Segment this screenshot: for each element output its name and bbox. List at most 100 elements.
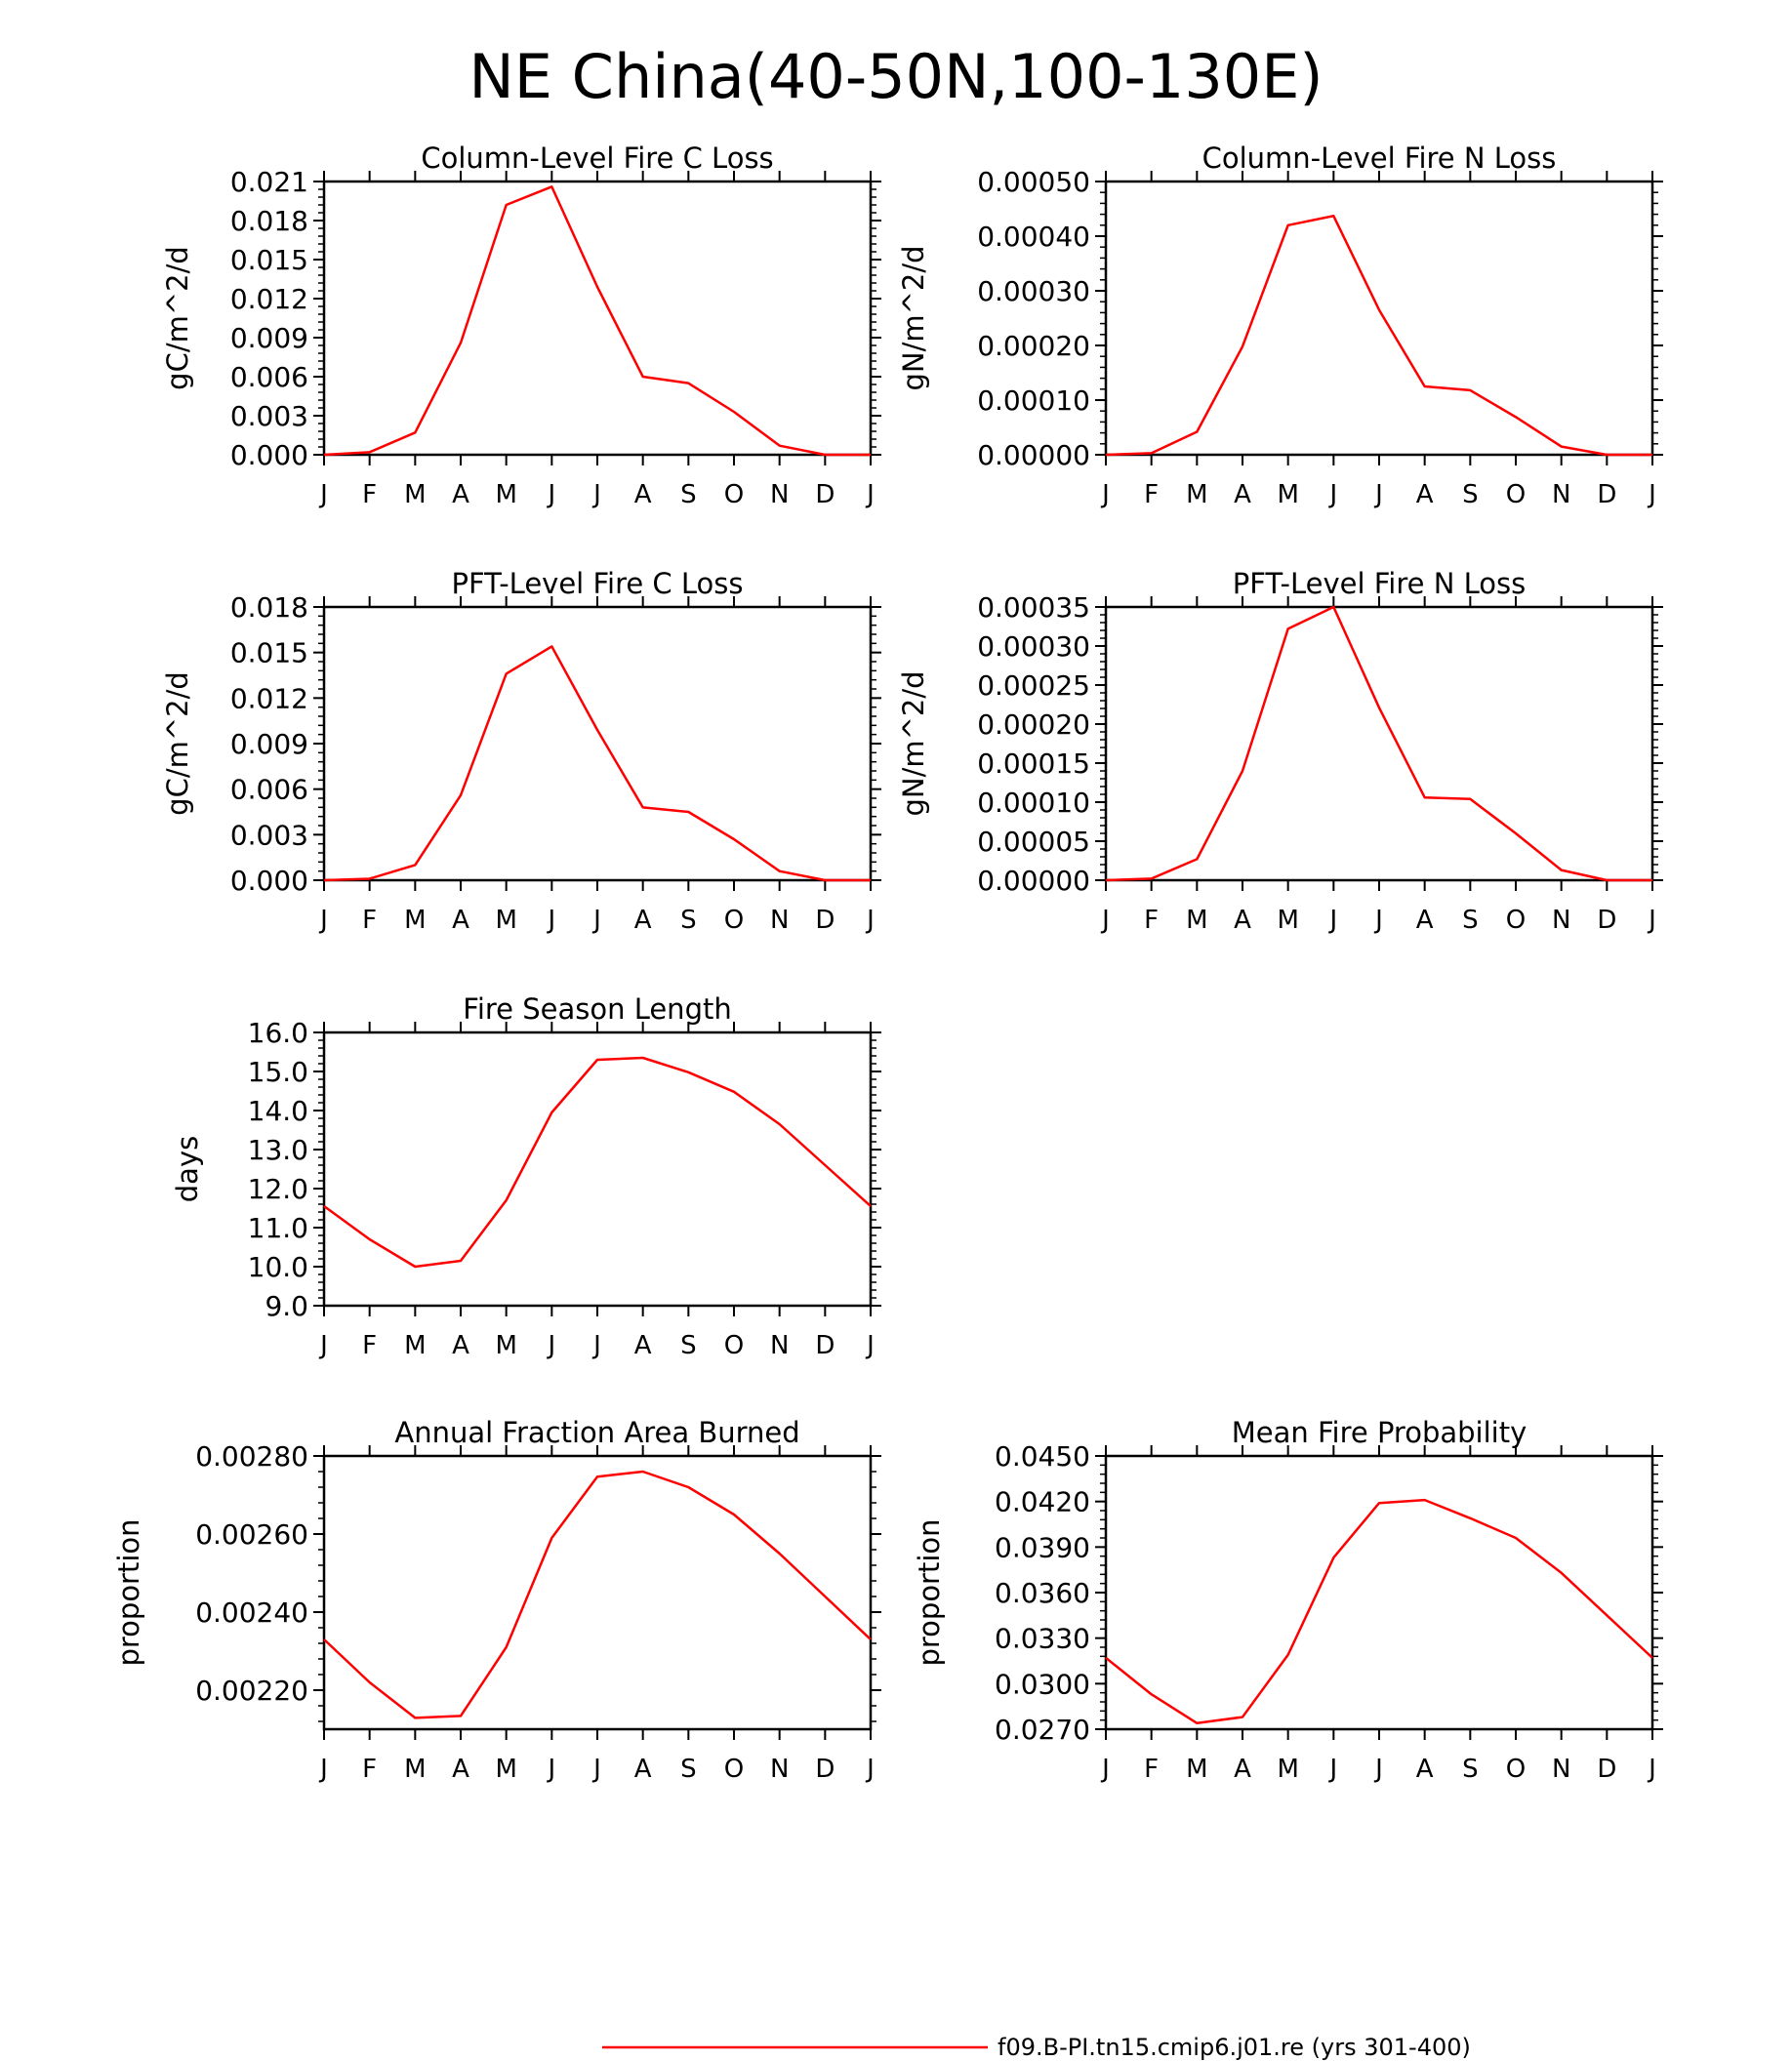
data-point <box>732 837 736 841</box>
chart-panel: J F M A M J J A S O N D J0.000000.000050.000100.0001… <box>897 567 1663 935</box>
figure-title: NE China(40-50N,100-130E) <box>468 41 1323 112</box>
x-tick-label: S <box>680 480 697 509</box>
data-point <box>686 382 690 385</box>
x-tick-label: J <box>591 480 601 509</box>
data-point <box>368 876 372 880</box>
x-tick-label: N <box>770 1331 789 1360</box>
data-point <box>595 1058 599 1062</box>
x-tick-label: F <box>362 1755 377 1784</box>
data-point <box>595 1475 599 1478</box>
y-tick-label: 0.00280 <box>195 1440 308 1473</box>
plot-frame <box>322 1454 873 1731</box>
y-tick-label: 0.012 <box>230 283 308 315</box>
y-tick-label: 0.00015 <box>977 748 1090 780</box>
x-tick-label: M <box>495 1755 516 1784</box>
x-tick-label: J <box>1100 906 1110 935</box>
y-tick-label: 0.009 <box>230 322 308 354</box>
data-point <box>1104 453 1108 457</box>
x-tick-label: J <box>546 480 555 509</box>
x-tick-label: J <box>1373 1755 1383 1784</box>
x-tick-label: F <box>362 1331 377 1360</box>
legend: f09.B-PI.tn15.cmip6.j01.re (yrs 301-400) <box>602 2034 1471 2061</box>
y-tick-label: 0.00010 <box>977 384 1090 417</box>
y-tick-label: 0.00040 <box>977 221 1090 253</box>
data-point <box>1423 795 1427 799</box>
y-tick-label: 0.0270 <box>995 1714 1090 1746</box>
data-point <box>641 375 645 379</box>
data-point <box>869 878 873 882</box>
x-tick-label: M <box>495 1331 516 1360</box>
x-tick-label: A <box>452 1755 469 1784</box>
x-tick-label: D <box>815 1755 835 1784</box>
chart-panel: J F M A M J J A S O N D J0.0000.0030.0060.0090.0120.… <box>161 567 881 935</box>
data-point <box>1560 445 1564 449</box>
y-axis-label: proportion <box>112 1518 145 1666</box>
data-point <box>322 878 326 882</box>
data-point <box>823 878 827 882</box>
y-tick-label: 11.0 <box>248 1212 308 1244</box>
y-tick-label: 0.018 <box>230 591 308 624</box>
data-point <box>869 453 873 457</box>
x-tick-label: N <box>1552 1755 1570 1784</box>
data-point <box>1331 214 1335 218</box>
data-point <box>595 285 599 289</box>
y-tick-label: 0.00000 <box>977 865 1090 897</box>
y-tick-label: 0.00020 <box>977 330 1090 362</box>
y-tick-label: 12.0 <box>248 1173 308 1205</box>
data-point <box>1241 1716 1244 1719</box>
x-tick-label: N <box>770 480 789 509</box>
data-point <box>823 1595 827 1598</box>
x-tick-label: J <box>318 1755 328 1784</box>
data-point <box>595 728 599 732</box>
chart-panel: J F M A M J J A S O N D J0.0000.0030.0060.0090.0120.… <box>161 141 881 509</box>
data-point <box>1650 878 1654 882</box>
y-axis-label: gN/m^2/d <box>897 245 930 390</box>
y-tick-label: 0.0420 <box>995 1486 1090 1518</box>
data-point <box>1331 1556 1335 1559</box>
x-tick-label: M <box>495 906 516 935</box>
x-tick-label: A <box>452 1331 469 1360</box>
x-tick-label: J <box>318 906 328 935</box>
x-tick-label: A <box>1416 480 1434 509</box>
x-tick-label: J <box>865 1755 875 1784</box>
data-point <box>732 1090 736 1094</box>
y-tick-label: 0.003 <box>230 819 308 851</box>
panel-title: Mean Fire Probability <box>1232 1416 1527 1449</box>
data-point <box>641 1056 645 1060</box>
x-tick-label: J <box>546 1755 555 1784</box>
y-tick-label: 0.003 <box>230 400 308 432</box>
x-tick-label: N <box>1552 480 1570 509</box>
data-point <box>550 184 553 188</box>
data-point <box>641 1470 645 1474</box>
x-tick-label: J <box>865 1331 875 1360</box>
x-tick-label: A <box>634 906 652 935</box>
data-point <box>869 1637 873 1641</box>
x-tick-label: J <box>1327 480 1337 509</box>
data-point <box>686 1485 690 1489</box>
x-tick-label: N <box>1552 906 1570 935</box>
data-point <box>778 869 782 873</box>
data-point <box>1150 876 1154 880</box>
x-tick-label: D <box>1597 1755 1616 1784</box>
data-point <box>1377 308 1381 312</box>
panel-title: PFT-Level Fire N Loss <box>1233 567 1526 600</box>
panel-title: Column-Level Fire N Loss <box>1202 141 1557 175</box>
x-tick-label: S <box>680 1755 697 1784</box>
y-tick-label: 10.0 <box>248 1251 308 1283</box>
y-tick-label: 0.021 <box>230 166 308 198</box>
x-tick-label: O <box>724 480 744 509</box>
y-axis-label: gC/m^2/d <box>161 671 194 816</box>
y-tick-label: 0.00220 <box>195 1675 308 1707</box>
x-tick-label: J <box>1327 906 1337 935</box>
data-point <box>413 430 417 434</box>
x-tick-label: M <box>1186 480 1207 509</box>
data-point <box>1650 1656 1654 1660</box>
x-tick-label: S <box>680 906 697 935</box>
data-point <box>1195 429 1199 433</box>
x-tick-label: J <box>1100 480 1110 509</box>
data-point <box>1560 1571 1564 1575</box>
x-tick-label: N <box>770 1755 789 1784</box>
x-tick-label: M <box>495 480 516 509</box>
y-tick-label: 0.000 <box>230 865 308 897</box>
